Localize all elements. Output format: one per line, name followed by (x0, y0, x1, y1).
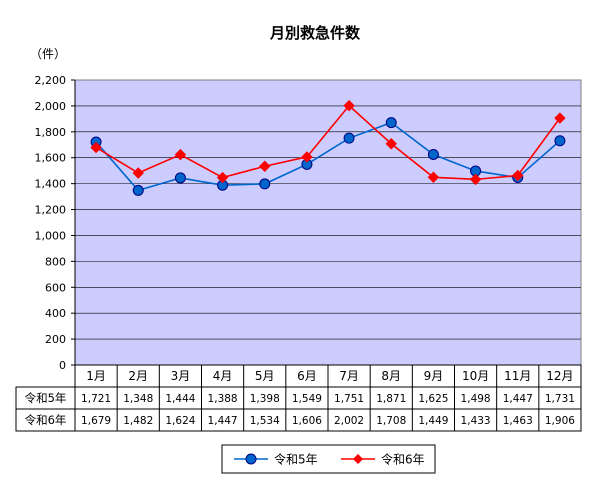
series-1-point (174, 172, 186, 184)
table-row-label-1: 令和5年 (25, 391, 67, 405)
x-category-label: 4月 (213, 369, 233, 383)
y-tick-label: 1,000 (35, 229, 67, 242)
y-tick-label: 1,400 (35, 178, 67, 191)
table-value-cell: 1,482 (123, 415, 153, 427)
y-tick-label: 1,600 (35, 152, 67, 165)
table-value-cell: 1,348 (123, 393, 153, 405)
table-value-cell: 1,449 (418, 415, 448, 427)
table-value-cell: 1,625 (418, 393, 448, 405)
x-category-label: 6月 (297, 369, 317, 383)
series-2-point (301, 151, 313, 163)
table-value-cell: 1,388 (208, 393, 238, 405)
series-2-point (259, 160, 271, 172)
series-1-point (385, 117, 397, 129)
x-category-label: 7月 (339, 369, 359, 383)
table-value-cell: 1,624 (165, 415, 195, 427)
table-value-cell: 1,751 (334, 393, 364, 405)
legend: 令和5年 令和6年 (221, 444, 436, 474)
series-line-2 (95, 104, 561, 181)
y-tick-label: 400 (45, 307, 66, 320)
table-value-cell: 1,463 (503, 415, 533, 427)
x-category-label: 12月 (546, 369, 573, 383)
y-tick-label: 2,200 (35, 74, 67, 87)
table-value-cell: 1,444 (165, 393, 195, 405)
table-value-cell: 1,398 (250, 393, 280, 405)
table-value-cell: 1,498 (461, 393, 491, 405)
series-line-1 (95, 121, 561, 192)
table-value-cell: 1,731 (545, 393, 575, 405)
series-2-point (385, 138, 397, 150)
series-1-point (259, 178, 271, 190)
plot-area: 0 200 400 600 800 1,000 1,200 1,400 1,600 1,800 2,… (35, 74, 582, 372)
x-category-label: 11月 (504, 369, 531, 383)
table-value-cell: 1,549 (292, 393, 322, 405)
plot-background (74, 79, 582, 366)
table-value-cell: 1,721 (81, 393, 111, 405)
x-category-label: 8月 (381, 369, 401, 383)
series-2-point (427, 171, 440, 183)
series-2-point (512, 169, 524, 182)
series-1-point (554, 135, 566, 147)
legend-marker-2 (353, 454, 363, 464)
x-category-label: 9月 (424, 369, 444, 383)
table-value-cell: 1,606 (292, 415, 322, 427)
series-2-point (554, 112, 566, 124)
series-1-point (427, 148, 439, 160)
table-value-cell: 1,447 (503, 393, 533, 405)
x-category-label: 1月 (86, 369, 106, 383)
y-tick-label: 600 (45, 281, 66, 294)
table-value-cell: 1,906 (545, 415, 575, 427)
table-value-cell: 1,447 (208, 415, 238, 427)
y-tick-label: 1,200 (35, 204, 67, 217)
y-tick-label: 800 (45, 255, 66, 268)
table-value-cell: 1,534 (250, 415, 280, 427)
series-1-point (132, 184, 144, 196)
series-1-point (343, 132, 355, 144)
y-axis-unit-label: （件） (30, 47, 66, 61)
table-row-label-2: 令和6年 (25, 413, 67, 427)
table-value-cell: 2,002 (334, 415, 364, 427)
table-value-cell: 1,708 (376, 415, 406, 427)
table-value-cell: 1,871 (376, 393, 406, 405)
y-tick-label: 200 (45, 333, 66, 346)
legend-label-2: 令和6年 (381, 452, 425, 467)
y-tick-label: 0 (59, 359, 66, 372)
legend-label-1: 令和5年 (274, 452, 318, 467)
chart-title: 月別救急件数 (269, 24, 361, 42)
series-2-point (174, 148, 187, 161)
legend-marker-1 (245, 453, 257, 465)
y-tick-label: 2,000 (35, 100, 67, 113)
x-category-label: 5月 (255, 369, 275, 383)
x-category-label: 3月 (171, 369, 191, 383)
table-value-cell: 1,679 (81, 415, 111, 427)
table-value-cell: 1,433 (461, 415, 491, 427)
series-2-point (216, 171, 229, 184)
y-tick-label: 1,800 (35, 126, 67, 139)
series-2-point (90, 141, 102, 154)
series-2-point (343, 99, 355, 112)
series-2-point (469, 173, 482, 186)
series-2-point (132, 167, 144, 179)
x-category-label: 10月 (462, 369, 489, 383)
x-category-label: 2月 (128, 369, 148, 383)
